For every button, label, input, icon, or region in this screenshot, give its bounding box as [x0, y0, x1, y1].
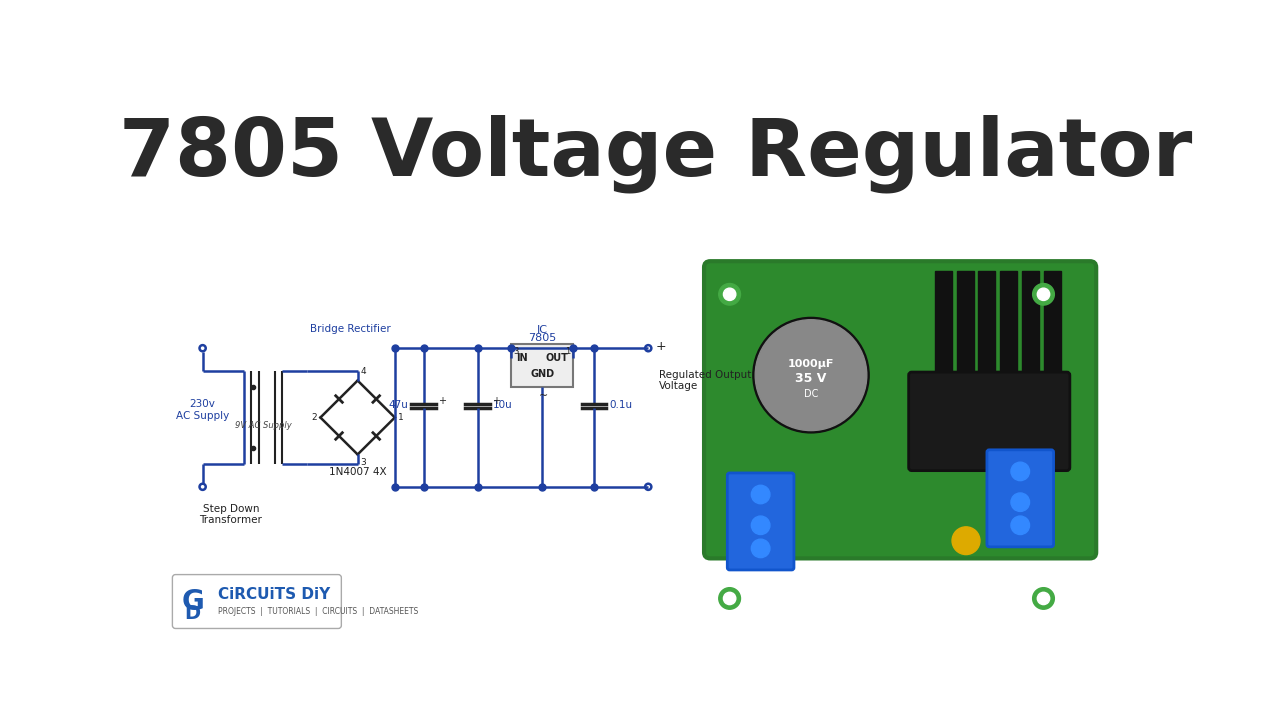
Text: OUT: OUT: [545, 354, 568, 363]
Text: +: +: [657, 340, 667, 353]
Circle shape: [719, 284, 740, 305]
FancyBboxPatch shape: [511, 344, 573, 387]
FancyBboxPatch shape: [934, 271, 952, 410]
Text: 2: 2: [312, 413, 317, 422]
FancyBboxPatch shape: [1043, 271, 1061, 410]
Circle shape: [952, 527, 980, 554]
Text: 3: 3: [513, 348, 518, 356]
Circle shape: [751, 516, 771, 534]
Text: G: G: [182, 588, 204, 616]
Circle shape: [1011, 493, 1029, 511]
Text: 1: 1: [566, 348, 571, 356]
Circle shape: [753, 318, 869, 433]
Text: 1000µF: 1000µF: [787, 359, 835, 369]
Circle shape: [751, 485, 771, 504]
Text: CiRCUiTS DiY: CiRCUiTS DiY: [218, 587, 330, 602]
FancyBboxPatch shape: [1021, 271, 1039, 410]
Text: ~: ~: [539, 390, 548, 400]
Circle shape: [1037, 288, 1050, 300]
Text: +: +: [493, 395, 500, 405]
FancyBboxPatch shape: [978, 271, 996, 410]
FancyBboxPatch shape: [1000, 271, 1018, 410]
Text: DC: DC: [804, 390, 818, 400]
Text: 7805: 7805: [527, 333, 557, 343]
Circle shape: [1011, 516, 1029, 534]
Text: PROJECTS  |  TUTORIALS  |  CIRCUITS  |  DATASHEETS: PROJECTS | TUTORIALS | CIRCUITS | DATASH…: [218, 607, 419, 616]
Text: 9V AC Supply: 9V AC Supply: [234, 420, 292, 430]
Text: Step Down
Transformer: Step Down Transformer: [200, 504, 262, 526]
Text: 1N4007 4X: 1N4007 4X: [329, 467, 387, 477]
Text: 230v
AC Supply: 230v AC Supply: [177, 399, 229, 420]
Text: GND: GND: [530, 369, 554, 379]
FancyBboxPatch shape: [909, 372, 1070, 471]
FancyBboxPatch shape: [987, 450, 1053, 547]
Text: IN: IN: [516, 354, 527, 363]
Text: 35 V: 35 V: [795, 372, 827, 385]
Circle shape: [1033, 588, 1055, 609]
FancyBboxPatch shape: [704, 261, 1096, 559]
Text: 4: 4: [361, 367, 366, 376]
Circle shape: [755, 320, 867, 431]
Text: Regulated Output
Voltage: Regulated Output Voltage: [659, 370, 751, 392]
Text: Bridge Rectifier: Bridge Rectifier: [310, 324, 390, 334]
Text: D: D: [184, 604, 201, 624]
Circle shape: [723, 593, 736, 605]
Circle shape: [1011, 462, 1029, 481]
FancyBboxPatch shape: [173, 575, 342, 629]
Circle shape: [723, 288, 736, 300]
Circle shape: [751, 539, 771, 557]
FancyBboxPatch shape: [727, 473, 794, 570]
Text: +: +: [438, 395, 447, 405]
Text: 1: 1: [398, 413, 403, 422]
Circle shape: [1033, 284, 1055, 305]
Circle shape: [719, 588, 740, 609]
Text: 0.1u: 0.1u: [609, 400, 632, 410]
Text: IC: IC: [536, 325, 548, 336]
Text: 3: 3: [361, 457, 366, 467]
Text: 7805 Voltage Regulator: 7805 Voltage Regulator: [119, 115, 1193, 194]
Text: 47u: 47u: [388, 400, 408, 410]
FancyBboxPatch shape: [956, 271, 974, 410]
Text: 10u: 10u: [493, 400, 513, 410]
Circle shape: [1037, 593, 1050, 605]
